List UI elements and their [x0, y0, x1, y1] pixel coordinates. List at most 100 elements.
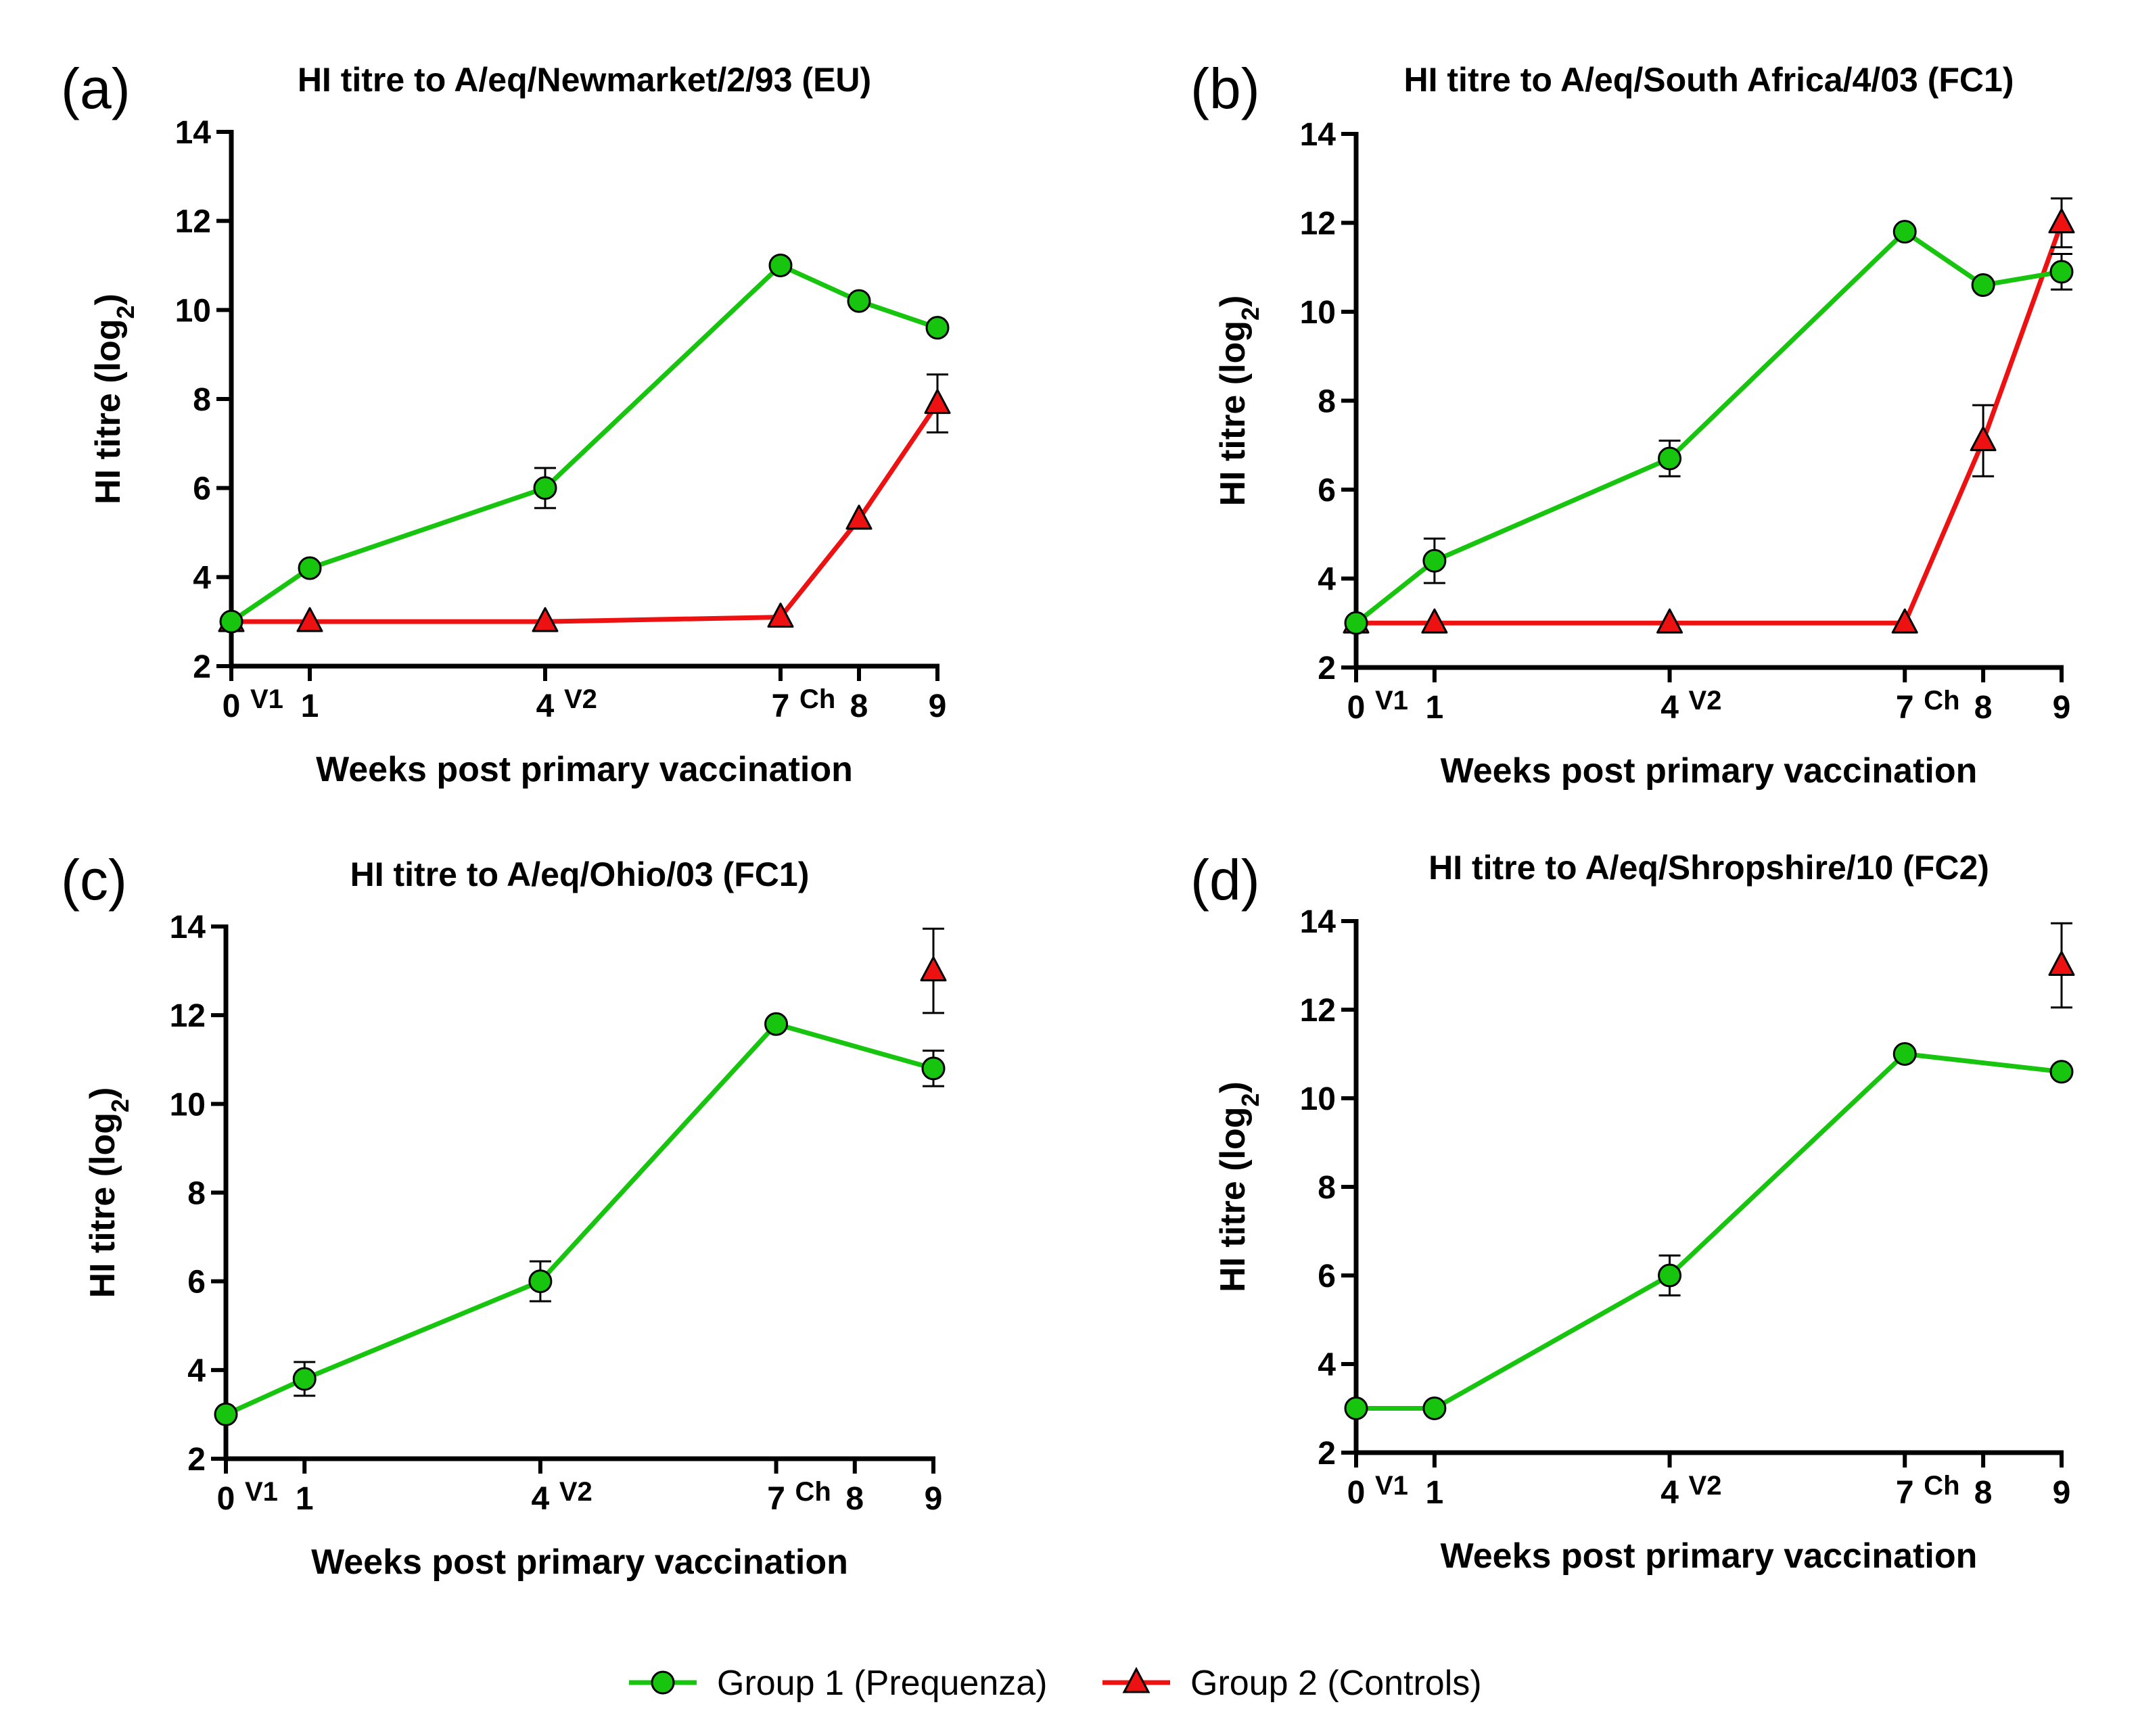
series-line — [1356, 222, 2064, 626]
x-tick-label: 4 — [1660, 1475, 1679, 1511]
y-axis-label-end: ) — [1213, 1081, 1253, 1093]
series-line — [230, 263, 939, 624]
y-axis-label-main: HI titre (log — [89, 319, 128, 504]
data-point — [925, 316, 950, 340]
y-axis-label: HI titre (log2) — [1213, 296, 1264, 507]
data-point — [1422, 548, 1447, 573]
x-tick-label: 8 — [850, 688, 868, 724]
x-tick-label: 9 — [925, 1481, 943, 1517]
y-tick-label: 2 — [1318, 651, 1336, 686]
data-point — [2049, 260, 2074, 284]
y-tick-label: 14 — [175, 115, 212, 151]
x-annotation: Ch — [799, 684, 835, 714]
chart-panel-3: (c) HI titre to A/eq/Ohio/03 (FC1)2468101… — [61, 848, 947, 1582]
data-point — [2048, 208, 2075, 233]
legend-label: Group 2 (Controls) — [1190, 1664, 1482, 1703]
y-tick-label: 12 — [170, 998, 206, 1034]
x-tick-label: 8 — [1974, 1475, 1993, 1511]
y-axis-label: HI titre (log2) — [89, 294, 139, 505]
data-point — [764, 1012, 789, 1036]
y-tick-label: 12 — [175, 204, 211, 240]
data-point — [924, 389, 951, 415]
series-group2 — [920, 927, 947, 1014]
y-tick-label: 14 — [1300, 904, 1337, 940]
data-point — [768, 254, 793, 277]
data-point — [532, 607, 559, 632]
data-point — [219, 609, 243, 634]
y-axis-label-end: ) — [1213, 296, 1253, 307]
data-point — [214, 1402, 238, 1426]
chart-panel-4: (d) HI titre to A/eq/Shropshire/10 (FC2) 2… — [1190, 848, 2075, 1576]
legend-marker — [1122, 1666, 1151, 1693]
data-point — [292, 1367, 317, 1391]
series-line — [225, 1021, 934, 1417]
data-point — [767, 603, 794, 628]
chart-title: HI titre to A/eq/Newmarket/2/93 (EU) — [298, 61, 871, 99]
legend-marker — [651, 1670, 675, 1695]
y-tick-label: 4 — [187, 1353, 206, 1389]
x-tick-label: 4 — [532, 1481, 550, 1517]
data-point — [845, 505, 873, 530]
data-point — [2049, 1060, 2074, 1084]
x-annotation: Ch — [795, 1477, 831, 1507]
y-axis-label: HI titre (log2) — [1213, 1081, 1264, 1292]
chart-title: HI titre to A/eq/Shropshire/10 (FC2) — [1428, 849, 1989, 887]
series-group2 — [218, 373, 951, 632]
y-tick-label: 6 — [193, 471, 211, 507]
x-annotation: Ch — [1924, 686, 1959, 715]
series-group2 — [1343, 197, 2075, 634]
x-axis-label: Weeks post primary vaccination — [1441, 1536, 1978, 1576]
x-tick-label: 7 — [1896, 1475, 1914, 1511]
x-tick-label: 9 — [2053, 690, 2071, 726]
x-tick-label: 1 — [1426, 1475, 1444, 1511]
x-tick-label: 1 — [301, 688, 319, 724]
y-axis-label: HI titre (log2) — [83, 1087, 134, 1298]
chart-title: HI titre to A/eq/South Africa/4/03 (FC1) — [1404, 61, 2014, 99]
series-group2 — [2048, 922, 2075, 1009]
data-point — [1892, 1042, 1917, 1066]
x-tick-label: 0 — [217, 1481, 235, 1517]
y-axis-label-end: ) — [89, 294, 128, 305]
series-line — [1356, 1052, 2062, 1411]
y-tick-label: 6 — [1318, 1259, 1336, 1294]
x-annotation: V1 — [250, 684, 283, 714]
y-tick-label: 6 — [1318, 473, 1336, 509]
data-point — [1658, 1263, 1682, 1288]
series-group1 — [1344, 1042, 2074, 1420]
y-axis-label-end: ) — [83, 1087, 122, 1099]
y-axis-label-subscript: 2 — [1236, 1093, 1264, 1106]
y-tick-label: 8 — [193, 382, 211, 418]
panel-letter: (a) — [61, 57, 131, 120]
y-tick-label: 14 — [170, 910, 206, 945]
y-axis-label-main: HI titre (log — [83, 1112, 122, 1298]
y-tick-label: 2 — [187, 1442, 206, 1478]
y-tick-label: 4 — [193, 560, 211, 596]
y-tick-label: 8 — [1318, 1170, 1336, 1206]
y-tick-label: 12 — [1300, 993, 1336, 1029]
chart-title: HI titre to A/eq/Ohio/03 (FC1) — [350, 855, 810, 893]
data-point — [847, 289, 871, 313]
data-point — [1344, 611, 1368, 635]
y-tick-label: 2 — [193, 649, 211, 685]
chart-panel-1: (a) HI titre to A/eq/Newmarket/2/93 (EU) 2… — [61, 57, 951, 789]
x-annotation: V1 — [1375, 686, 1408, 715]
x-tick-label: 1 — [1426, 690, 1444, 726]
x-annotation: V1 — [245, 1477, 278, 1507]
chart-panel-2: (b) HI titre to A/eq/South Africa/4/03 (F… — [1190, 57, 2075, 791]
series-line — [1354, 229, 2062, 625]
x-tick-label: 7 — [1896, 690, 1914, 726]
x-tick-label: 0 — [223, 688, 241, 724]
y-axis-label-subscript: 2 — [1236, 307, 1264, 321]
data-point — [1971, 273, 1995, 298]
y-axis-label-subscript: 2 — [106, 1099, 134, 1112]
series-group1 — [219, 254, 950, 634]
y-tick-label: 8 — [1318, 384, 1336, 420]
data-point — [921, 1056, 946, 1081]
panel-letter: (c) — [61, 848, 127, 912]
x-tick-label: 0 — [1347, 1475, 1366, 1511]
y-axis-label-main: HI titre (log — [1213, 321, 1253, 506]
data-point — [298, 556, 322, 580]
x-annotation: V2 — [1689, 686, 1722, 715]
